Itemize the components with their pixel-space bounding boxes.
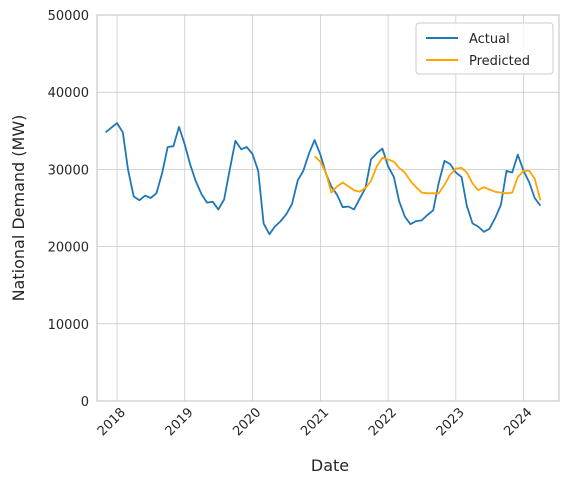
y-tick-label: 50000 xyxy=(48,9,89,24)
x-axis-label: Date xyxy=(311,456,349,475)
legend: Actual Predicted xyxy=(415,22,554,75)
x-tick-label: 2021 xyxy=(298,405,332,439)
legend-label-actual: Actual xyxy=(469,32,510,47)
series-line-predicted xyxy=(313,155,542,201)
series-line-actual xyxy=(105,122,542,236)
legend-label-predicted: Predicted xyxy=(469,54,530,69)
x-tick-label: 2024 xyxy=(501,405,535,439)
legend-box xyxy=(415,22,554,75)
y-tick-label: 10000 xyxy=(48,318,89,333)
x-tick-label: 2018 xyxy=(95,405,129,439)
plot-frame xyxy=(96,14,560,402)
y-tick-label: 20000 xyxy=(48,241,89,256)
x-tick-label: 2022 xyxy=(366,405,400,439)
x-tick-label: 2020 xyxy=(230,405,264,439)
y-tick-label: 30000 xyxy=(48,163,89,178)
y-tick-label: 0 xyxy=(81,395,89,410)
x-tick-label: 2023 xyxy=(434,405,468,439)
y-axis-label: National Demand (MW) xyxy=(9,115,28,302)
y-tick-labels: 0 10000 20000 30000 40000 50000 xyxy=(48,9,89,410)
x-tick-labels: 2018 2019 2020 2021 2022 2023 2024 xyxy=(95,405,536,439)
x-tick-label: 2019 xyxy=(163,405,197,439)
series-lines xyxy=(105,122,542,236)
y-tick-label: 40000 xyxy=(48,86,89,101)
